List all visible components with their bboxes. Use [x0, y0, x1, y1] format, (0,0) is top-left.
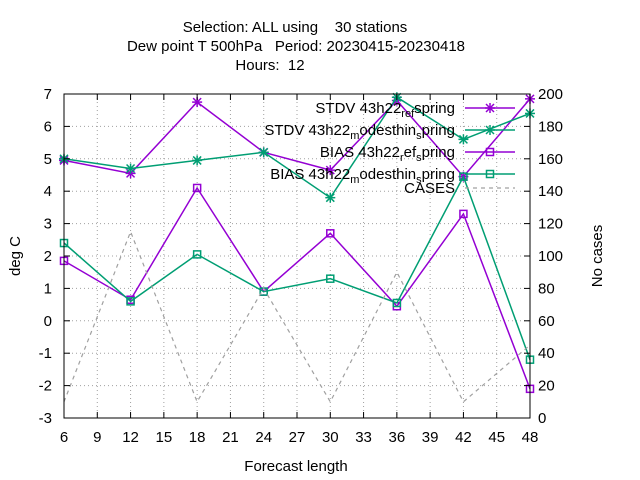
- data-point: [258, 147, 269, 158]
- chart-title: Selection: ALL using 30 stations Dew poi…: [127, 19, 465, 74]
- data-point: [326, 274, 335, 283]
- x-axis-label: Forecast length: [244, 458, 347, 475]
- y2-tick-label: 100: [538, 248, 563, 265]
- y2-tick-label: 140: [538, 183, 563, 200]
- x-tick-label: 24: [255, 429, 272, 446]
- y2-tick-label: 60: [538, 313, 555, 330]
- x-tick-label: 48: [522, 429, 539, 446]
- title-line-1: Selection: ALL using 30 stations: [183, 19, 408, 36]
- y2-axis-label: No cases: [589, 225, 606, 288]
- data-point: [459, 209, 468, 219]
- y2-tick-label: 0: [538, 410, 546, 427]
- x-tick-label: 6: [60, 429, 68, 446]
- y2-tick-label: 160: [538, 151, 563, 168]
- legend-label: STDV 43h22refspring: [315, 100, 455, 120]
- y-tick-label: -3: [39, 410, 52, 427]
- x-tick-label: 30: [322, 429, 339, 446]
- y2-tick-label: 20: [538, 378, 555, 395]
- x-tick-label: 12: [122, 429, 139, 446]
- y2-tick-label: 200: [538, 86, 563, 103]
- y-tick-label: 2: [44, 248, 52, 265]
- y-tick-label: 4: [44, 183, 52, 200]
- data-point: [126, 297, 135, 306]
- y-axis-label: deg C: [7, 236, 24, 276]
- axes: 6 9 12 15 18 21 24 27 30 33 36 39 42 45 48-3-2-1012345…: [39, 86, 563, 446]
- legend-label: CASES: [404, 180, 455, 197]
- legend-label: STDV 43h22modesthinspring: [264, 122, 455, 142]
- data-point: [325, 165, 336, 176]
- legend-label: BIAS 43h22modesthinspring: [270, 166, 455, 186]
- legend-entry-3: BIAS 43h22refspring: [320, 144, 515, 164]
- series-5: [63, 230, 531, 404]
- y-tick-label: 1: [44, 280, 52, 297]
- grid: [64, 94, 530, 418]
- y-tick-label: 7: [44, 86, 52, 103]
- data-point: [392, 298, 402, 308]
- data-point: [326, 229, 335, 238]
- legend-entry-1: STDV 43h22refspring: [315, 100, 515, 120]
- y-tick-label: 3: [44, 216, 52, 233]
- data-point: [458, 134, 469, 145]
- y-tick-label: 6: [44, 118, 52, 135]
- data-point: [192, 183, 202, 193]
- title-line-2: Dew point T 500hPa Period: 20230415-2023…: [127, 38, 465, 55]
- legend-label: BIAS 43h22refspring: [320, 144, 455, 164]
- series-line: [63, 230, 531, 404]
- series-line: [63, 96, 531, 199]
- x-tick-label: 36: [389, 429, 406, 446]
- legend-marker: [485, 147, 495, 157]
- legend-marker: [485, 103, 495, 113]
- y-tick-label: 0: [44, 313, 52, 330]
- y-tick-label: 5: [44, 151, 52, 168]
- y2-tick-label: 120: [538, 216, 563, 233]
- x-tick-label: 45: [488, 429, 505, 446]
- x-tick-label: 9: [93, 429, 101, 446]
- y2-tick-label: 80: [538, 280, 555, 297]
- x-tick-label: 33: [355, 429, 372, 446]
- y-tick-label: -2: [39, 378, 52, 395]
- data-point: [192, 250, 202, 259]
- y-tick-label: -1: [39, 345, 52, 362]
- data-point: [125, 163, 136, 174]
- x-tick-label: 39: [422, 429, 439, 446]
- x-tick-label: 15: [156, 429, 173, 446]
- y2-tick-label: 180: [538, 118, 563, 135]
- x-tick-label: 42: [455, 429, 472, 446]
- series-line: [63, 174, 531, 360]
- legend-entry-2: STDV 43h22modesthinspring: [264, 122, 515, 142]
- legend-entry-4: BIAS 43h22modesthinspring: [270, 166, 515, 186]
- x-tick-label: 27: [289, 429, 306, 446]
- y2-tick-label: 40: [538, 345, 555, 362]
- title-line-3: Hours: 12: [235, 57, 304, 74]
- legend-entry-5: CASES: [404, 180, 515, 197]
- data-point: [192, 97, 203, 108]
- data-point: [192, 155, 203, 166]
- series-line: [63, 186, 531, 390]
- data-point: [325, 192, 336, 203]
- x-tick-label: 21: [222, 429, 239, 446]
- series-layer: [59, 92, 535, 404]
- x-tick-label: 18: [189, 429, 206, 446]
- legend-marker: [485, 169, 495, 179]
- data-point: [459, 172, 468, 181]
- legend-marker: [485, 125, 495, 135]
- series-line: [63, 98, 531, 178]
